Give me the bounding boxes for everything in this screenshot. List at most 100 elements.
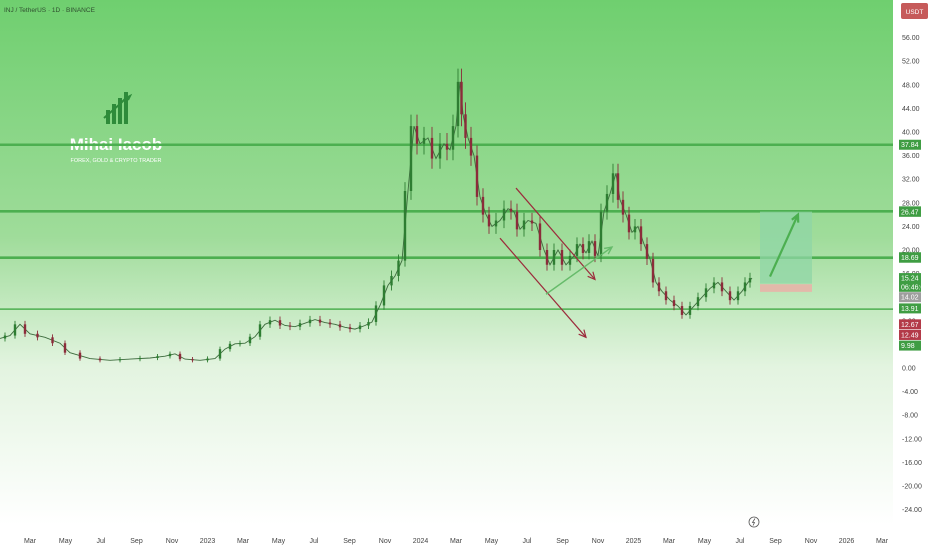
x-tick-label: Jul — [736, 538, 745, 545]
candle-body — [98, 358, 102, 361]
price-tag — [899, 139, 921, 150]
x-tick-label: May — [59, 538, 73, 545]
candle-body — [680, 306, 684, 315]
x-tick-label: Mar — [663, 538, 676, 545]
candle-body — [720, 282, 724, 292]
y-tick-label: -12.00 — [902, 436, 922, 443]
price-tag — [899, 281, 921, 292]
target-arrow-line — [768, 214, 800, 278]
target-zone-box[interactable] — [760, 211, 812, 284]
candle-body — [672, 300, 676, 307]
candle-body — [367, 321, 370, 326]
candle-body — [36, 333, 39, 338]
candle-body — [390, 275, 393, 286]
candle-body — [382, 285, 386, 306]
stop-zone-box[interactable] — [760, 284, 812, 292]
candle-body — [397, 260, 400, 276]
y-tick-label: 0.00 — [902, 366, 916, 373]
candle-body — [704, 288, 708, 298]
candle-body — [328, 322, 332, 325]
candle-body — [445, 143, 449, 150]
candle-body — [258, 324, 262, 337]
candle-body — [298, 323, 302, 327]
candle-body — [605, 193, 609, 212]
candle-body — [318, 319, 322, 323]
currency-button[interactable] — [901, 3, 928, 19]
candle-body — [581, 244, 585, 253]
candle-body — [456, 81, 460, 127]
x-tick-label: Jul — [523, 538, 532, 545]
currency-label: USDT — [906, 9, 924, 16]
candle-body — [403, 191, 407, 261]
price-tag — [899, 329, 921, 340]
x-tick-label: Sep — [343, 538, 356, 545]
x-tick-label: Mar — [876, 538, 889, 545]
y-tick-label: 36.00 — [902, 153, 920, 160]
candle-body — [415, 126, 419, 144]
candle-body — [633, 226, 637, 233]
price-tag — [899, 340, 921, 351]
candle-body — [451, 126, 455, 150]
candle-body — [538, 223, 542, 250]
price-tag-label: 13.91 — [901, 306, 919, 313]
price-tag-label: 15.24 — [901, 276, 919, 283]
logo-bar-1 — [106, 110, 110, 124]
symbol-title: INJ / TetherUS · 1D · BINANCE — [4, 7, 96, 14]
x-tick-label: 2026 — [839, 538, 855, 545]
candle-body — [63, 343, 67, 353]
candle-body — [238, 343, 242, 345]
y-tick-label: 24.00 — [902, 224, 920, 231]
y-tick-label: -8.00 — [902, 413, 918, 420]
candle-body — [560, 250, 564, 265]
candle-body — [657, 282, 661, 292]
candle-body — [228, 343, 232, 350]
candle-body — [278, 320, 282, 326]
candle-body — [23, 324, 27, 334]
candle-body — [552, 250, 556, 265]
candle-body — [138, 357, 142, 360]
x-tick-label: Nov — [805, 538, 818, 545]
y-tick-label: -4.00 — [902, 389, 918, 396]
candle-body — [288, 325, 292, 327]
candle-body — [651, 258, 655, 283]
candle-body — [168, 353, 172, 357]
candle-body — [599, 211, 603, 256]
candle-body — [422, 137, 426, 144]
channel-lower-arrow-line — [499, 237, 587, 338]
candle-body — [575, 244, 579, 256]
candle-body — [51, 337, 54, 344]
candle-body — [206, 358, 209, 361]
candle-body — [481, 196, 485, 215]
lightning-icon — [751, 518, 756, 526]
x-tick-label: May — [698, 538, 712, 545]
green-up-arrow-head — [603, 246, 614, 255]
price-tag — [899, 319, 921, 330]
watermark-tagline: FOREX, GOLD & CRYPTO TRADER — [70, 158, 161, 164]
y-tick-label: 52.00 — [902, 59, 920, 66]
candle-body — [593, 241, 597, 256]
candle-body — [464, 114, 467, 138]
x-tick-label: Sep — [130, 538, 143, 545]
channel-lower-arrow-head — [578, 329, 587, 339]
candle-body — [156, 356, 159, 358]
candle-body — [509, 208, 513, 212]
logo-bar-3 — [118, 98, 122, 124]
x-tick-label: Sep — [556, 538, 569, 545]
candle-body — [639, 226, 643, 245]
candle-body — [430, 137, 434, 159]
target-arrow-head — [791, 212, 800, 223]
candle-body — [502, 208, 506, 221]
price-tag-label: 18.69 — [901, 255, 919, 262]
y-tick-label: -20.00 — [902, 484, 922, 491]
green-up-arrow-line — [545, 246, 613, 295]
candle-body — [627, 214, 631, 233]
candle-body — [248, 336, 252, 344]
x-axis[interactable]: Mar May Jul Sep Nov 2023 Mar May Jul Sep Nov 2024 Ma… — [0, 525, 893, 550]
candle-body — [469, 137, 473, 156]
lightning-icon-ring[interactable] — [748, 516, 760, 528]
candle-body — [621, 199, 625, 215]
candle-body — [374, 305, 378, 322]
candle-body — [191, 359, 194, 361]
candle-body — [438, 143, 442, 159]
